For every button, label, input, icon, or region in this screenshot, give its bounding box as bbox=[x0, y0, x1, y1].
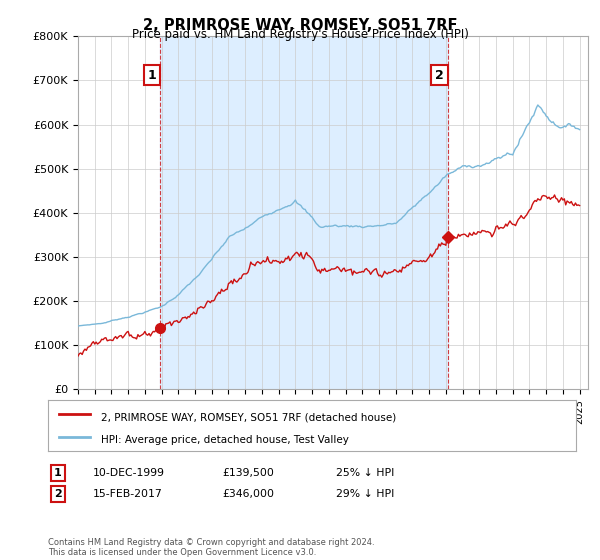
Text: 2: 2 bbox=[54, 489, 62, 499]
Text: 10-DEC-1999: 10-DEC-1999 bbox=[93, 468, 165, 478]
Text: Contains HM Land Registry data © Crown copyright and database right 2024.
This d: Contains HM Land Registry data © Crown c… bbox=[48, 538, 374, 557]
Text: £346,000: £346,000 bbox=[222, 489, 274, 499]
Text: 1: 1 bbox=[148, 69, 156, 82]
Bar bbox=[160, 36, 448, 389]
Text: HPI: Average price, detached house, Test Valley: HPI: Average price, detached house, Test… bbox=[101, 435, 349, 445]
Text: Price paid vs. HM Land Registry's House Price Index (HPI): Price paid vs. HM Land Registry's House … bbox=[131, 28, 469, 41]
Text: £139,500: £139,500 bbox=[222, 468, 274, 478]
Text: 2: 2 bbox=[435, 69, 444, 82]
Text: 15-FEB-2017: 15-FEB-2017 bbox=[93, 489, 163, 499]
Text: 25% ↓ HPI: 25% ↓ HPI bbox=[336, 468, 394, 478]
Text: 1: 1 bbox=[54, 468, 62, 478]
Text: 2, PRIMROSE WAY, ROMSEY, SO51 7RF: 2, PRIMROSE WAY, ROMSEY, SO51 7RF bbox=[143, 18, 457, 33]
Text: 29% ↓ HPI: 29% ↓ HPI bbox=[336, 489, 394, 499]
Text: 2, PRIMROSE WAY, ROMSEY, SO51 7RF (detached house): 2, PRIMROSE WAY, ROMSEY, SO51 7RF (detac… bbox=[101, 412, 396, 422]
